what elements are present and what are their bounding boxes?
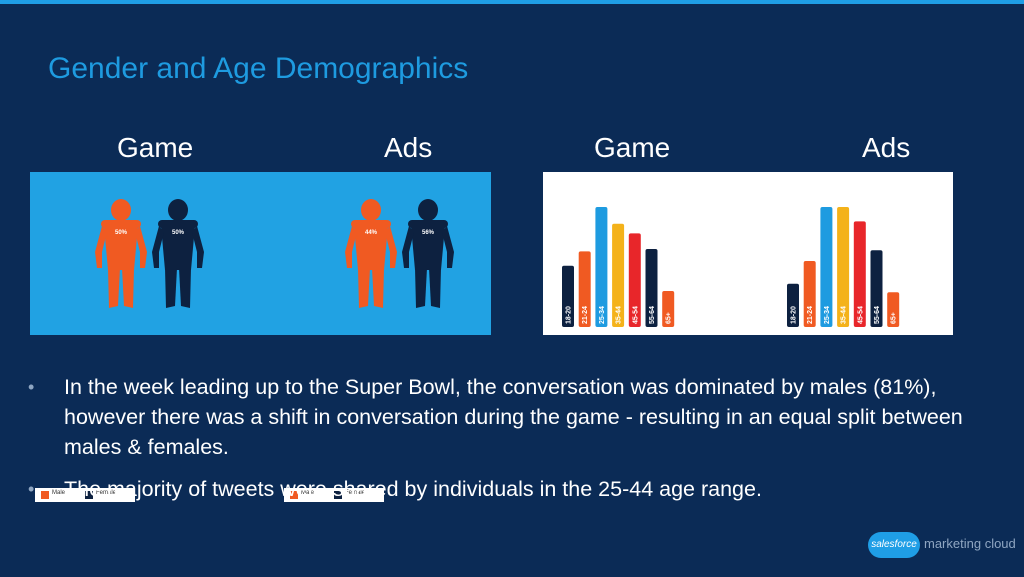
female-figure-ads: 56% (402, 199, 454, 308)
bullet-item: • In the week leading up to the Super Bo… (28, 372, 968, 462)
age-bar (628, 233, 641, 327)
age-bar (837, 207, 850, 327)
age-bar (645, 249, 658, 327)
age-bar (787, 283, 799, 327)
age-bar-charts: 18-20 21-24 25-34 35-44 45-54 55-64 65+ 18-20 21… (562, 207, 900, 327)
age-bar (595, 207, 608, 327)
age-chart-game: 18-20 21-24 25-34 35-44 45-54 55-64 65+ (562, 207, 675, 327)
label-gender-ads: Ads (384, 132, 433, 163)
brand-text: marketing cloud (924, 536, 1016, 551)
legend-swatch-male (41, 491, 49, 499)
gender-value-label: 50% (115, 230, 128, 236)
bullet-item: • The majority of tweets were shared by … (28, 474, 968, 504)
legend-label-male: Male (301, 490, 315, 496)
age-category-label: 21-24 (582, 306, 589, 324)
gender-legend-game: Male Female (35, 488, 135, 502)
bullet-list: • In the week leading up to the Super Bo… (28, 372, 968, 516)
female-figure-game: 50% (152, 199, 204, 308)
age-bar (870, 250, 883, 327)
bullet-text: In the week leading up to the Super Bowl… (64, 375, 963, 459)
age-category-label: 35-44 (616, 306, 623, 324)
age-category-label: 55-64 (874, 306, 881, 324)
legend-label-female: Female (96, 490, 117, 496)
age-bar (562, 265, 574, 327)
age-category-label: 45-54 (632, 306, 639, 324)
age-category-label: 18-20 (566, 306, 573, 324)
label-age-ads: Ads (862, 132, 911, 163)
age-bar (578, 251, 591, 327)
age-category-label: 55-64 (649, 306, 656, 324)
age-chart-ads: 18-20 21-24 25-34 35-44 45-54 55-64 65+ (787, 207, 900, 327)
bullet-text: The majority of tweets were shared by in… (64, 477, 762, 501)
age-bar (887, 292, 900, 327)
age-bar (612, 223, 625, 327)
gender-figures-chart: 50% 50% 44% 56% (95, 199, 454, 308)
gender-legend-ads: Male Female (284, 488, 384, 502)
top-accent-bar (0, 0, 1024, 4)
legend-swatch-male (290, 491, 298, 499)
salesforce-cloud-logo: salesforce (868, 532, 920, 558)
age-bar (662, 291, 675, 327)
age-category-label: 65+ (666, 312, 673, 324)
gender-panel: 50% 50% 44% 56% Male Female Male Female (30, 172, 491, 502)
age-category-label: 21-24 (807, 306, 814, 324)
age-category-label: 35-44 (841, 306, 848, 324)
slide-title: Gender and Age Demographics (48, 52, 469, 85)
age-panel: 18-20 21-24 25-34 35-44 45-54 55-64 65+ 18-20 21… (543, 172, 953, 335)
age-bar (803, 261, 816, 327)
age-bar (853, 221, 866, 327)
gender-value-label: 44% (365, 230, 378, 236)
male-figure-game: 50% (95, 199, 147, 308)
age-category-label: 18-20 (791, 306, 798, 324)
age-bar (820, 207, 833, 327)
age-category-label: 65+ (891, 312, 898, 324)
gender-value-label: 50% (172, 230, 185, 236)
age-category-label: 45-54 (857, 306, 864, 324)
legend-label-female: Female (345, 490, 366, 496)
gender-value-label: 56% (422, 230, 435, 236)
legend-swatch-female (334, 491, 342, 499)
label-age-game: Game (594, 132, 671, 163)
age-category-label: 25-34 (599, 306, 606, 324)
legend-swatch-female (85, 491, 93, 499)
label-gender-game: Game (117, 132, 194, 163)
bullet-dot: • (28, 479, 35, 499)
age-category-label: 25-34 (824, 306, 831, 324)
male-figure-ads: 44% (345, 199, 397, 308)
legend-label-male: Male (52, 490, 66, 496)
bullet-dot: • (28, 377, 35, 397)
